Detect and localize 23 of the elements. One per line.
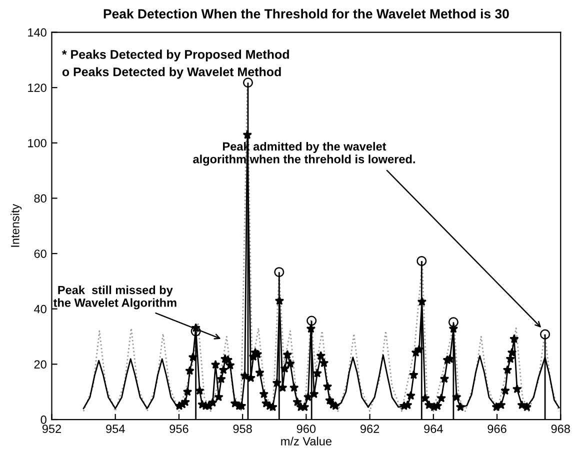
y-tick-label: 140 [28, 28, 46, 37]
x-tick-label: 962 [360, 424, 380, 434]
y-tick-label: 80 [34, 194, 46, 203]
annotation: * Peaks Detected by Proposed Method [62, 50, 289, 62]
x-tick-label: 958 [233, 424, 252, 434]
chart-title: Peak Detection When the Threshold for the Wavelet Method is 30 [104, 8, 509, 19]
x-tick-label: 966 [488, 424, 506, 434]
x-tick-label: 954 [106, 424, 125, 434]
y-axis-title: Intensity [10, 204, 22, 247]
y-tick-label: 100 [28, 138, 46, 148]
x-axis-title: m/z Value [281, 436, 332, 446]
annotation: o Peaks Detected by Wavelet Method [62, 67, 281, 79]
x-tick-label: 960 [296, 424, 316, 434]
y-tick-label: 120 [28, 84, 46, 92]
x-tick-label: 956 [170, 424, 188, 434]
y-tick-label: 60 [34, 250, 46, 258]
y-tick-label: 20 [34, 360, 46, 369]
y-tick-label: 0 [40, 416, 46, 424]
x-tick-label: 964 [424, 424, 443, 434]
x-tick-label: 952 [42, 424, 62, 434]
y-tick-label: 40 [34, 304, 46, 314]
x-tick-label: 968 [551, 424, 570, 434]
annotation: Peak still missed by the Wavelet Algorithm [53, 286, 176, 310]
